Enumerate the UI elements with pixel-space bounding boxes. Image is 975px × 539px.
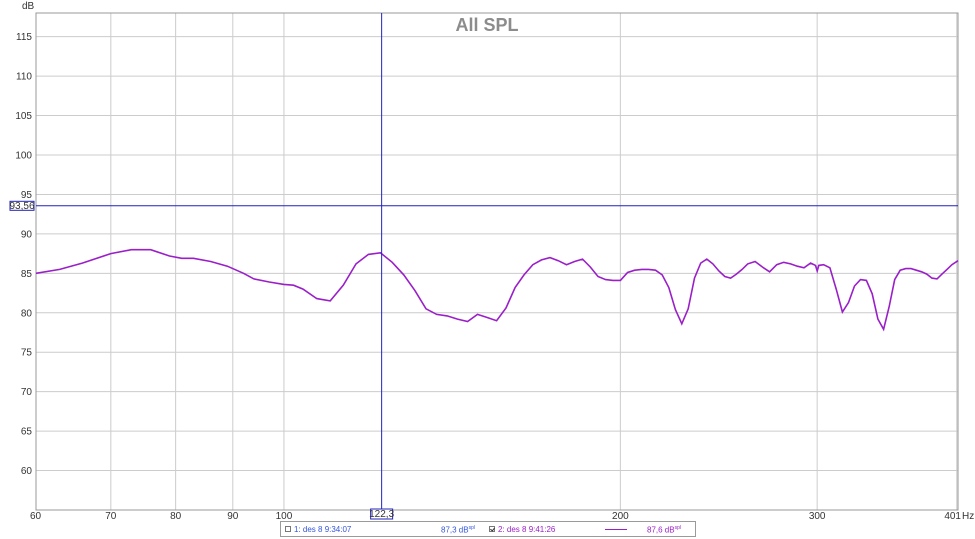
x-tick-label: 90 [227,511,239,522]
y-axis-ticks: 60 65 70 75 80 85 90 95 100 105 110 115 [15,32,32,477]
plot-frame [35,12,959,511]
x-tick-label: 300 [809,511,826,522]
x-axis-ticks: 60 70 80 90 100 200 300 401 [30,511,961,522]
y-tick-label: 75 [21,348,33,359]
legend-item-2-checkbox[interactable] [489,526,495,532]
x-tick-label: 70 [105,511,117,522]
x-tick-label: 60 [30,511,42,522]
y-tick-label: 65 [21,427,33,438]
legend-box: 1: des 8 9:34:07 87,3 dBspl 2: des 8 9:4… [280,521,696,537]
y-tick-label: 110 [16,72,32,83]
legend-item-2-swatch [605,529,627,530]
svg-text:93,56: 93,56 [9,201,34,212]
y-tick-label: 60 [21,466,33,477]
x-tick-label: 80 [170,511,182,522]
legend-item-1-value: 87,3 dBspl [441,525,475,535]
y-tick-label: 95 [21,190,33,201]
x-axis-unit: Hz [962,511,974,522]
y-tick-label: 80 [21,308,33,319]
y-tick-label: 90 [21,229,33,240]
chart-title: All SPL [455,15,518,35]
svg-text:122,3: 122,3 [369,509,394,520]
x-tick-label: 401 [944,511,961,522]
y-tick-label: 70 [21,387,33,398]
series-line-2 [35,248,959,332]
cursor-x-readout: 122,3 [369,508,395,520]
x-tick-label: 200 [612,511,629,522]
legend-item-1-label[interactable]: 1: des 8 9:34:07 [294,525,352,534]
y-axis-label: dB [22,1,35,12]
y-tick-label: 115 [16,32,32,43]
y-tick-label: 100 [15,151,32,162]
y-tick-label: 105 [15,111,32,122]
x-tick-label: 100 [276,511,293,522]
legend-item-2-label[interactable]: 2: des 8 9:41:26 [498,525,556,534]
y-tick-label: 85 [21,269,33,280]
cursor-y-readout: 93,56 [9,200,35,212]
grid-lines [35,13,958,510]
legend-item-1-checkbox[interactable] [285,526,291,532]
legend-item-2-value: 87,6 dBspl [647,525,681,535]
